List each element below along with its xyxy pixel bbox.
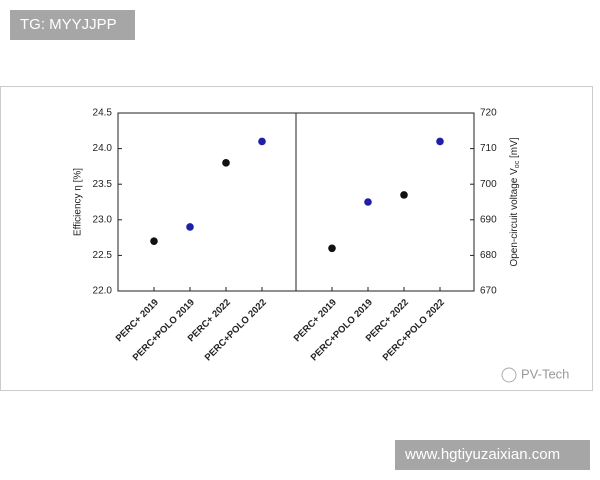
y-axis-label-part: [mV]: [509, 137, 520, 161]
y-tick-label: 700: [480, 179, 497, 190]
data-point: [186, 223, 194, 231]
y-tick-label: 720: [480, 108, 497, 119]
data-point: [258, 137, 266, 146]
watermark-box: [10, 10, 135, 40]
y-tick-label: 680: [480, 250, 497, 261]
data-point: [436, 137, 444, 146]
source-text: PV-Tech: [521, 366, 569, 381]
plot-frame: [295, 112, 475, 292]
y-axis-label-part: oc: [514, 160, 521, 168]
data-point: [150, 237, 158, 245]
y-tick-label: 670: [480, 286, 497, 297]
y-tick-label: 690: [480, 214, 497, 225]
y-tick-label: 24.0: [93, 143, 113, 154]
y-tick-label: 23.5: [93, 179, 113, 190]
watermark-text: www.hgtiyuzaixian.com: [404, 446, 560, 463]
data-point: [400, 191, 408, 199]
data-point: [364, 198, 372, 206]
y-tick-label: 22.5: [93, 250, 113, 261]
y-tick-label: 24.5: [93, 108, 113, 119]
y-axis-label: Efficiency η [%]: [73, 168, 84, 236]
y-tick-label: 22.0: [93, 286, 113, 297]
y-tick-label: 710: [480, 143, 497, 154]
y-axis-label-part: Open-circuit voltage V: [509, 168, 520, 267]
watermark-box: [395, 440, 590, 470]
data-point: [328, 244, 336, 253]
y-tick-label: 23.0: [93, 214, 113, 225]
watermark-text: TG: MYYJJPP: [20, 16, 117, 33]
y-axis-label: Open-circuit voltage Voc [mV]: [509, 137, 522, 266]
source-logo: [501, 367, 517, 383]
data-point: [222, 159, 230, 167]
